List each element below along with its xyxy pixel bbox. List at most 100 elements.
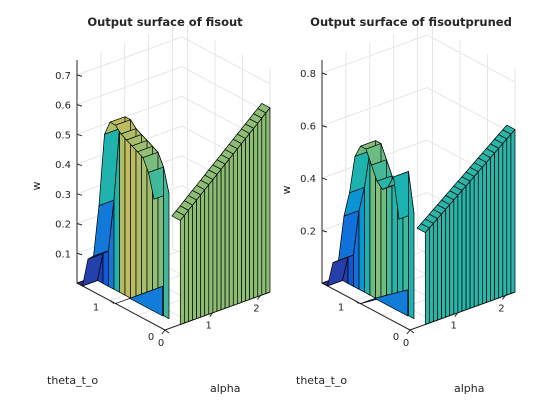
surface-face: [477, 166, 483, 306]
surface-face: [461, 185, 467, 312]
z-axis-label: w: [30, 182, 43, 191]
surface-face: [232, 148, 238, 306]
z-tick-label: 0.3: [55, 190, 71, 201]
surface-face: [437, 213, 442, 321]
grid-line: [321, 87, 516, 136]
z-tick: [76, 74, 83, 77]
y-axis-label: theta_t_o: [296, 374, 347, 387]
z-tick: [321, 125, 328, 128]
surface-face: [347, 254, 354, 287]
z-tick-label: 0.8: [300, 69, 316, 80]
z-tick-label: 0.6: [300, 122, 316, 133]
surface-face: [257, 103, 271, 114]
z-tick: [321, 230, 328, 233]
surface-face: [129, 285, 164, 317]
y-tick-label: 0: [148, 332, 154, 343]
chart-title: Output surface of fisout: [87, 15, 243, 29]
x-tick: [454, 312, 459, 318]
surface-face: [469, 176, 475, 309]
surface-face: [265, 107, 271, 294]
surface-face: [506, 133, 512, 296]
x-tick-label: 0: [403, 338, 409, 349]
surface-face: [204, 184, 210, 316]
y-tick: [409, 329, 415, 334]
surface-face: [224, 158, 230, 309]
z-tick-label: 0.4: [300, 174, 316, 185]
surface-face: [502, 124, 516, 135]
y-tick: [354, 300, 360, 305]
z-tick: [76, 193, 83, 196]
z-tick: [76, 252, 83, 256]
z-tick-label: 0.2: [55, 220, 71, 231]
ticks: 0.2 0.4 0.6 0.8 0 1 2 0 1: [300, 69, 506, 349]
x-tick-label: 0: [158, 338, 164, 349]
y-tick: [164, 329, 170, 334]
surface-face: [490, 152, 495, 302]
y-tick-label: 1: [338, 303, 344, 314]
x-tick: [257, 295, 261, 300]
surface-face: [220, 163, 226, 311]
x-tick: [406, 329, 411, 335]
surface-face: [184, 209, 189, 324]
surface-face: [486, 157, 491, 303]
surface-face: [196, 194, 202, 319]
surface-face: [257, 117, 263, 297]
surface-face: [241, 138, 246, 303]
surface-face: [445, 204, 451, 318]
z-tick-label: 0.6: [55, 101, 71, 112]
surface-face: [424, 227, 430, 325]
surface-face: [433, 218, 438, 322]
grid-line: [76, 36, 271, 85]
surface-face: [441, 208, 447, 319]
z-tick-label: 0.1: [55, 249, 71, 260]
z-tick: [76, 223, 83, 226]
z-tick: [321, 177, 328, 181]
surface-face: [374, 289, 409, 317]
surface-face: [208, 179, 214, 315]
surface: [321, 124, 516, 325]
surface-face: [245, 133, 250, 302]
surface-face: [237, 143, 242, 305]
x-tick-label: 1: [206, 321, 212, 332]
surface-face: [429, 222, 434, 324]
surface-face: [253, 122, 259, 299]
surface-face: [465, 180, 471, 311]
z-tick-label: 0.5: [55, 130, 71, 141]
surface-face: [200, 189, 206, 318]
z-tick: [321, 72, 328, 76]
grid-line: [76, 66, 271, 115]
surface-face: [192, 199, 197, 321]
surface-face: [457, 190, 463, 314]
surface-face: [179, 214, 185, 325]
x-tick: [209, 312, 214, 318]
surface-face: [212, 173, 218, 314]
ticks: 0.1 0.2 0.3 0.4 0.5 0.6 0.7 0 1 2 0 1: [55, 71, 261, 349]
surface: [76, 103, 271, 325]
surface-face: [261, 112, 267, 296]
y-axis-label: theta_t_o: [47, 374, 98, 387]
chart-title: Output surface of fisoutpruned: [310, 15, 512, 29]
surface-face: [498, 143, 504, 299]
surface-face: [102, 250, 109, 287]
surface-face: [510, 129, 516, 294]
x-tick-label: 2: [498, 303, 504, 314]
subplot-fisoutpruned: Output surface of fisoutpruned 0.2 0.4 0.6…: [280, 15, 516, 395]
surface-face: [473, 171, 479, 308]
grid-line: [321, 34, 516, 83]
subplot-fisout: Output surface of fisout 0.1 0.2 0.3 0.4 0.5…: [30, 15, 271, 395]
surface-face: [453, 194, 459, 315]
z-axis-label: w: [280, 186, 293, 195]
x-axis-label: alpha: [210, 382, 241, 395]
x-tick: [502, 295, 506, 300]
surface-face: [228, 153, 234, 308]
surface-face: [502, 138, 508, 297]
y-axis: [321, 282, 411, 331]
z-tick: [76, 133, 83, 137]
z-tick: [76, 104, 83, 107]
x-tick-label: 1: [451, 321, 457, 332]
z-tick-label: 0.2: [300, 227, 316, 238]
x-axis-label: alpha: [454, 382, 485, 395]
z-tick-label: 0.7: [55, 71, 71, 82]
surface-face: [449, 199, 455, 316]
